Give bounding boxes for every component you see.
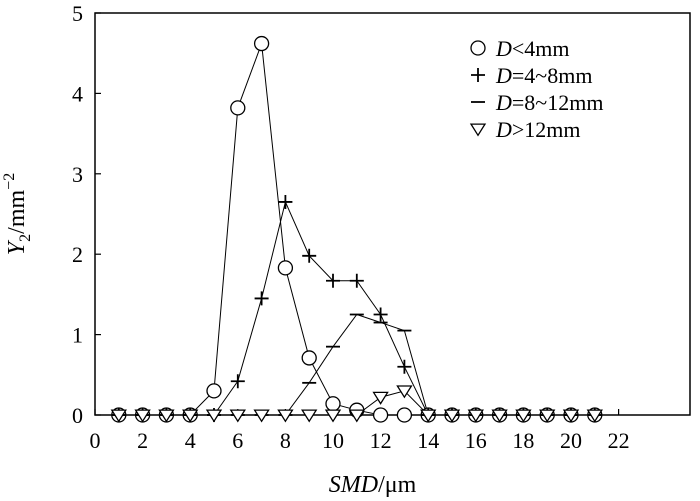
data-point-0 xyxy=(372,407,389,423)
data-point-3 xyxy=(491,409,508,423)
data-point-3 xyxy=(562,409,580,423)
legend-label-2: D=8~12mm xyxy=(495,90,603,115)
y-tick-label: 5 xyxy=(72,1,83,26)
series-line-1 xyxy=(118,200,595,416)
data-point-1 xyxy=(373,307,388,322)
data-point-3 xyxy=(324,409,342,423)
data-point-1 xyxy=(230,374,245,389)
x-tick-label: 12 xyxy=(370,428,392,453)
data-point-1 xyxy=(254,291,269,306)
data-point-1 xyxy=(278,194,293,209)
data-point-3 xyxy=(110,409,127,423)
legend-label-0: D<4mm xyxy=(495,36,570,61)
plot-frame xyxy=(94,12,691,416)
data-point-3 xyxy=(205,409,223,423)
x-tick-label: 10 xyxy=(322,428,344,453)
y-tick-label: 3 xyxy=(72,162,83,187)
data-point-3 xyxy=(586,409,603,423)
legend-marker-3 xyxy=(469,123,487,137)
data-point-0 xyxy=(253,35,270,52)
data-point-1 xyxy=(349,273,364,288)
data-point-3 xyxy=(420,409,437,423)
data-point-0 xyxy=(301,350,317,366)
x-tick-label: 4 xyxy=(185,428,196,453)
x-axis-title: SMD/μm xyxy=(329,472,417,498)
data-point-3 xyxy=(229,409,246,423)
legend-marker-1 xyxy=(471,68,485,82)
data-point-0 xyxy=(230,100,246,116)
legend-label-1: D=4~8mm xyxy=(495,63,592,88)
data-point-3 xyxy=(372,391,389,405)
y-tick-label: 2 xyxy=(72,242,83,267)
data-point-0 xyxy=(325,396,341,412)
data-point-1 xyxy=(302,248,317,263)
data-point-3 xyxy=(539,409,556,423)
y-tick-label: 0 xyxy=(72,403,83,428)
data-point-3 xyxy=(396,385,413,399)
data-point-0 xyxy=(277,260,294,276)
data-point-3 xyxy=(158,409,175,423)
x-tick-label: 18 xyxy=(512,428,534,453)
data-point-3 xyxy=(134,409,151,423)
x-tick-label: 2 xyxy=(137,428,148,453)
data-point-1 xyxy=(397,359,412,374)
y-tick-label: 1 xyxy=(72,323,83,348)
x-tick-label: 22 xyxy=(608,428,630,453)
data-point-3 xyxy=(515,409,532,423)
data-point-3 xyxy=(182,409,199,423)
data-point-0 xyxy=(396,407,413,423)
data-point-3 xyxy=(301,409,318,423)
legend-label-3: D>12mm xyxy=(495,117,581,142)
x-tick-label: 20 xyxy=(560,428,582,453)
data-point-3 xyxy=(443,409,461,423)
data-point-1 xyxy=(326,273,340,288)
x-tick-label: 8 xyxy=(280,428,291,453)
x-tick-label: 16 xyxy=(465,428,487,453)
x-tick-label: 6 xyxy=(232,428,243,453)
data-point-3 xyxy=(277,409,294,423)
legend-marker-0 xyxy=(470,40,486,56)
y-axis-title: Y2/mm−2 xyxy=(1,173,34,255)
x-tick-label: 0 xyxy=(90,428,101,453)
data-point-3 xyxy=(253,409,270,423)
y-tick-label: 4 xyxy=(72,81,83,106)
data-point-0 xyxy=(206,383,222,399)
data-point-3 xyxy=(348,409,365,423)
data-point-3 xyxy=(467,409,484,423)
series-line-2 xyxy=(118,313,595,416)
x-tick-label: 14 xyxy=(417,428,439,453)
